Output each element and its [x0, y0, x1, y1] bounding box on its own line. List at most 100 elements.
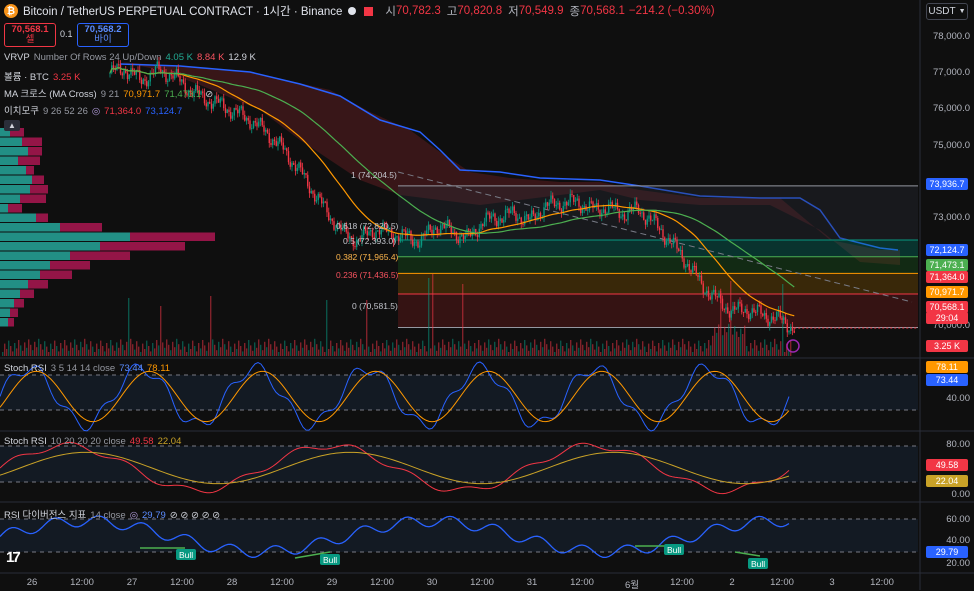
candle-body: [399, 237, 402, 242]
stoch2-name: Stoch RSI: [4, 436, 47, 447]
candle-body: [172, 75, 174, 79]
candle-body: [506, 208, 508, 211]
volume-bar: [718, 324, 720, 356]
candle-body: [749, 313, 752, 320]
candle-body: [482, 224, 484, 227]
volume-bar: [480, 345, 482, 356]
volume-bar: [330, 340, 332, 356]
volume-bar: [510, 343, 512, 356]
candle-body: [352, 237, 354, 247]
symbol-title[interactable]: Bitcoin / TetherUS PERPETUAL CONTRACT · …: [23, 6, 343, 18]
legend-vrvp[interactable]: VRVP Number Of Rows 24 Up/Down 4.05 K 8.84 …: [4, 52, 260, 63]
volume-bar: [82, 347, 84, 356]
candle-body: [713, 289, 715, 293]
volume-bar: [98, 349, 100, 356]
volume-bar: [374, 349, 376, 356]
volume-bar: [192, 340, 194, 356]
volume-bar: [474, 343, 476, 356]
volume-bar: [298, 350, 300, 356]
buy-button[interactable]: 70,568.2 바이: [77, 23, 129, 47]
candle-body: [112, 65, 115, 69]
volume-bar: [440, 347, 442, 356]
volume-bar: [286, 346, 288, 356]
vrvp-up-bar: [0, 251, 70, 260]
collapse-legend-button[interactable]: ▲: [4, 120, 20, 131]
tradingview-logo-icon[interactable]: 17: [6, 549, 21, 566]
candle-body: [686, 264, 689, 266]
volume-bar: [468, 340, 470, 356]
candle-body: [191, 92, 193, 97]
vrvp-down-bar: [20, 289, 34, 298]
candle-body: [599, 209, 601, 217]
candle-body: [559, 202, 561, 210]
volume-bar: [700, 346, 702, 356]
hide-icon[interactable]: ⊘ ⊘ ⊘ ⊘ ⊘: [169, 510, 221, 521]
sell-button[interactable]: 70,568.1 셀: [4, 23, 56, 47]
candle-body: [580, 206, 582, 214]
volume-bar: [338, 348, 340, 356]
volume-bar: [688, 341, 690, 356]
volume-bar: [282, 349, 284, 356]
flag-icon[interactable]: [364, 6, 374, 16]
candle-body: [748, 314, 750, 320]
time-tick: 12:00: [670, 577, 694, 588]
volume-bar: [752, 348, 754, 356]
volume-bar: [542, 347, 544, 356]
hide-icon[interactable]: ⊘: [205, 89, 214, 100]
candle-body: [721, 298, 724, 309]
volume-bar: [168, 344, 170, 356]
legend-stoch1[interactable]: Stoch RSI 3 5 14 14 close 73.44 78.11: [4, 363, 174, 374]
volume-bar: [444, 344, 446, 356]
volume-bar: [560, 340, 562, 356]
candle-body: [772, 316, 774, 320]
candle-body: [147, 81, 150, 87]
volume-bar: [520, 343, 522, 356]
candle-body: [730, 311, 732, 318]
volume-bar: [22, 350, 24, 356]
volume-bar: [646, 352, 648, 356]
volume-bar: [568, 348, 570, 356]
legend-volume[interactable]: 볼륨 · BTC 3.25 K: [4, 69, 84, 83]
candle-body: [776, 312, 778, 321]
candle-body: [567, 202, 570, 206]
candle-body: [331, 218, 333, 222]
candle-body: [770, 316, 773, 322]
volume-bar: [226, 349, 228, 356]
legend-stoch2[interactable]: Stoch RSI 10 20 20 20 close 49.58 22.04: [4, 436, 185, 447]
candle-body: [524, 215, 526, 225]
volume-bar: [176, 338, 178, 356]
legend-ichimoku[interactable]: 이치모쿠 9 26 52 26 ◎ 71,364.0 73,124.7: [4, 103, 186, 117]
volume-bar: [454, 344, 456, 356]
candle-body: [189, 90, 192, 93]
volume-bar: [518, 351, 520, 356]
volume-bar: [742, 334, 744, 356]
volume-bar: [472, 351, 474, 356]
candle-body: [639, 212, 641, 214]
volume-bar: [16, 348, 18, 356]
candle-body: [198, 89, 200, 95]
volume-bar: [362, 344, 364, 356]
candle-body: [184, 82, 186, 94]
candle-body: [769, 321, 771, 326]
candle-body: [623, 214, 626, 220]
legend-rsi[interactable]: RSI 다이버전스 지표 14 close ◎ 29.79 ⊘ ⊘ ⊘ ⊘ ⊘: [4, 507, 224, 521]
candle-body: [496, 220, 498, 227]
candle-body: [501, 218, 503, 223]
fib-zone: [398, 239, 918, 257]
volume-bar: [772, 347, 774, 356]
currency-selector[interactable]: USDT ▼: [926, 3, 968, 20]
candle-body: [382, 222, 384, 230]
volume-bar: [504, 341, 506, 356]
volume-bar: [208, 342, 210, 356]
volume-bar: [406, 338, 408, 356]
volume-bar: [24, 342, 26, 356]
candle-body: [741, 303, 743, 313]
vrvp-down-bar: [28, 280, 48, 289]
volume-bar: [442, 339, 444, 356]
legend-ma-cross[interactable]: MA 크로스 (MA Cross) 9 21 70,971.7 71,473.1 ⊘: [4, 86, 217, 100]
volume-bar: [424, 346, 426, 356]
volume-bar: [278, 352, 280, 356]
volume-bar: [324, 352, 326, 356]
bull-divergence-line: [734, 551, 761, 557]
